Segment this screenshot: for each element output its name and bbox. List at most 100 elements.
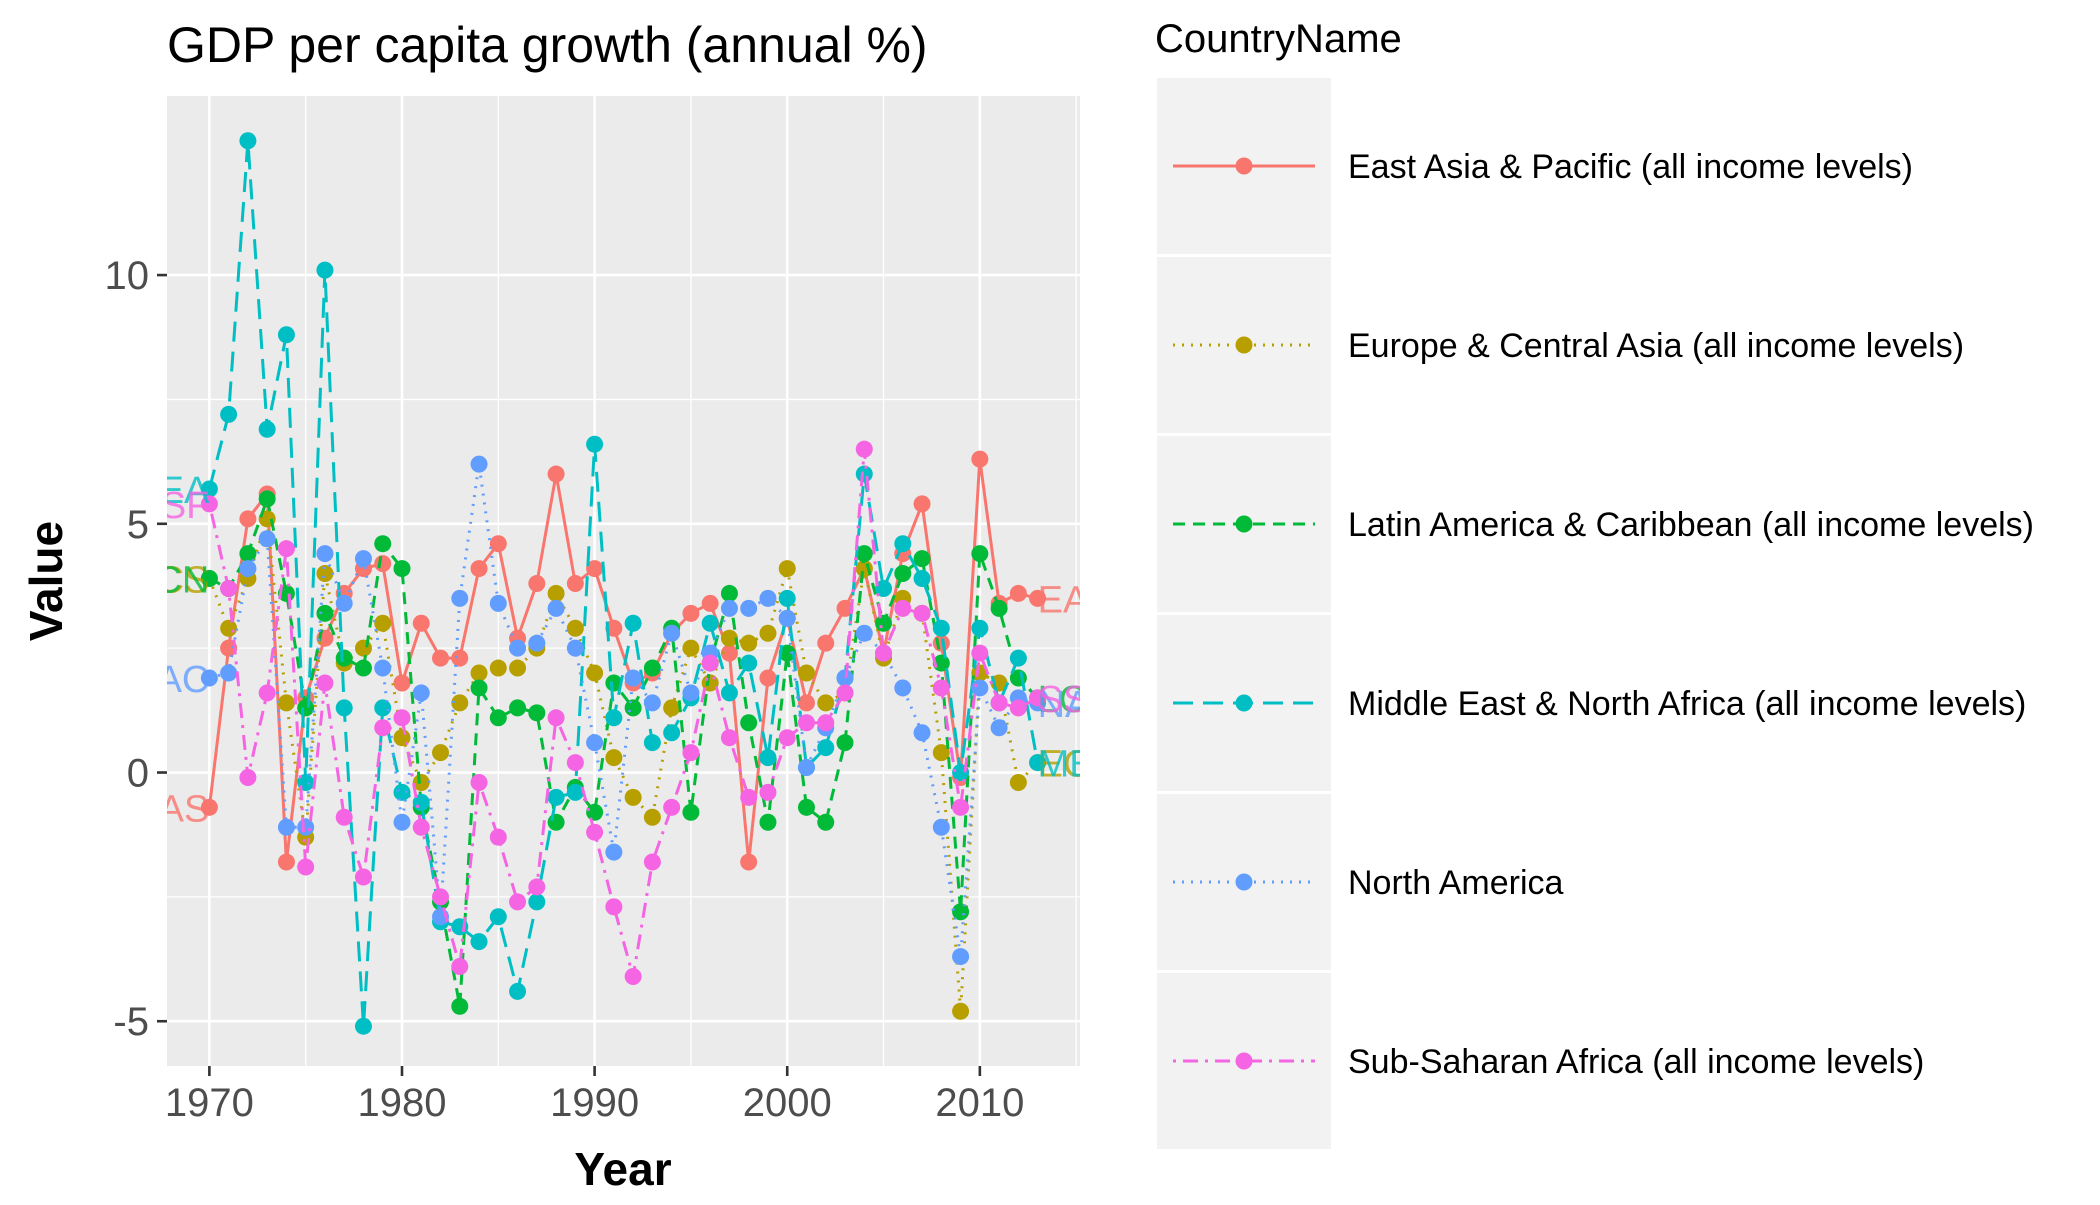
data-point (354, 1017, 372, 1035)
series-line (207, 447, 1039, 978)
data-point (489, 908, 507, 926)
data-point (586, 664, 604, 682)
data-point (797, 714, 815, 732)
data-point (393, 783, 411, 801)
data-point (528, 893, 546, 911)
data-point (528, 878, 546, 896)
data-point (220, 664, 238, 682)
data-point (470, 933, 488, 951)
data-point (643, 659, 661, 677)
data-point (663, 798, 681, 816)
data-point (297, 818, 315, 836)
data-point (990, 694, 1008, 712)
data-point (836, 734, 854, 752)
legend-key-point (1235, 515, 1253, 533)
data-point (855, 465, 873, 483)
data-point (432, 888, 450, 906)
data-point (432, 744, 450, 762)
data-point (990, 719, 1008, 737)
data-point (817, 714, 835, 732)
data-point (932, 619, 950, 637)
data-point (412, 773, 430, 791)
data-point (509, 639, 527, 657)
data-point (586, 560, 604, 578)
data-point (817, 634, 835, 652)
data-point (932, 744, 950, 762)
data-point (470, 773, 488, 791)
data-point (778, 729, 796, 747)
data-point (778, 609, 796, 627)
data-point (797, 798, 815, 816)
data-point (971, 644, 989, 662)
data-point (643, 694, 661, 712)
data-point (836, 669, 854, 687)
data-point (720, 729, 738, 747)
data-point (239, 560, 257, 578)
data-point (952, 798, 970, 816)
data-point (682, 684, 700, 702)
legend-label: North America (1348, 864, 1563, 902)
data-point (277, 853, 295, 871)
data-point (586, 435, 604, 453)
data-point (990, 599, 1008, 617)
data-point (1009, 773, 1027, 791)
legend-item: Sub-Saharan Africa (all income levels) (1157, 973, 1924, 1149)
data-point (797, 759, 815, 777)
data-point (297, 699, 315, 717)
data-point (759, 749, 777, 767)
data-point (566, 754, 584, 772)
data-point (316, 565, 334, 583)
data-point (894, 535, 912, 553)
data-point (701, 594, 719, 612)
data-point (643, 853, 661, 871)
data-point (316, 674, 334, 692)
plot-panel (167, 96, 1080, 1066)
data-point (489, 828, 507, 846)
data-point (1029, 689, 1047, 707)
data-point (239, 510, 257, 528)
data-point (316, 261, 334, 279)
chart-title: GDP per capita growth (annual %) (167, 17, 928, 73)
series-layer (200, 132, 1047, 1035)
data-point (605, 843, 623, 861)
data-point (528, 574, 546, 592)
data-point (412, 818, 430, 836)
data-point (354, 868, 372, 886)
data-point (759, 669, 777, 687)
data-point (354, 550, 372, 568)
data-point (374, 659, 392, 677)
legend-key-point (1235, 157, 1253, 175)
data-point (509, 893, 527, 911)
data-point (701, 614, 719, 632)
data-point (817, 694, 835, 712)
data-point (952, 1002, 970, 1020)
data-point (374, 699, 392, 717)
data-point (200, 570, 218, 588)
data-point (451, 958, 469, 976)
y-tick-label: 0 (127, 752, 149, 796)
data-point (894, 565, 912, 583)
data-point (952, 903, 970, 921)
right-margin-mask (1080, 0, 1140, 1200)
data-point (740, 788, 758, 806)
data-point (566, 783, 584, 801)
y-tick-label: 5 (127, 503, 149, 547)
data-point (277, 540, 295, 558)
data-point (220, 405, 238, 423)
data-point (470, 560, 488, 578)
data-point (759, 624, 777, 642)
data-point (374, 614, 392, 632)
data-point (509, 699, 527, 717)
data-point (509, 659, 527, 677)
data-point (258, 684, 276, 702)
data-point (932, 818, 950, 836)
data-point (547, 584, 565, 602)
data-point (316, 545, 334, 563)
data-point (335, 699, 353, 717)
data-point (817, 739, 835, 757)
data-point (220, 579, 238, 597)
legend-item: North America (1157, 794, 1563, 970)
data-point (682, 639, 700, 657)
data-point (875, 614, 893, 632)
